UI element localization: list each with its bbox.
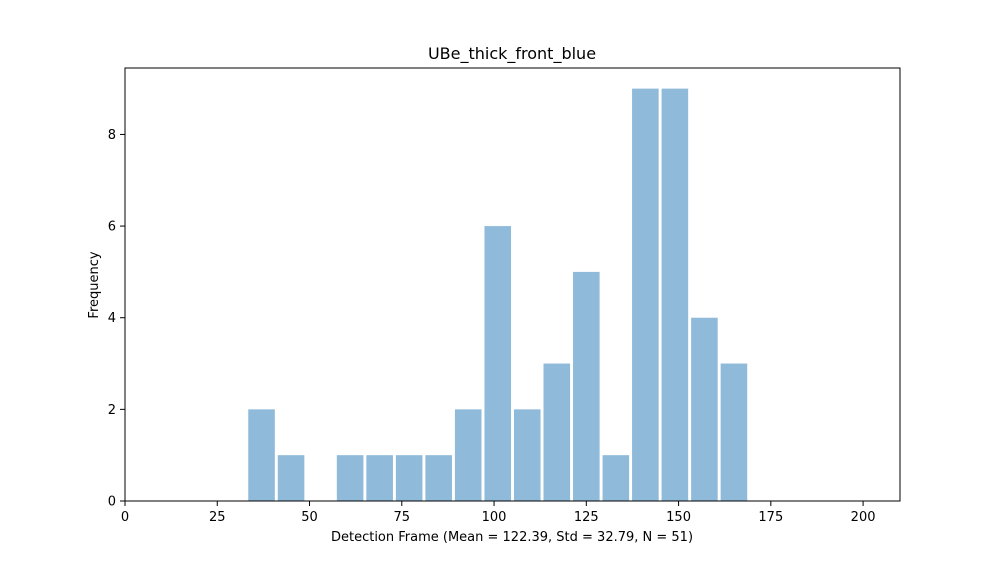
histogram-bar-1	[277, 455, 305, 501]
histogram-bar-16	[720, 363, 748, 501]
x-tick-label: 0	[121, 510, 129, 525]
x-axis-label: Detection Frame (Mean = 122.39, Std = 32…	[331, 530, 693, 545]
bars-group	[248, 88, 748, 502]
x-tick-label: 75	[394, 510, 411, 525]
histogram-bar-4	[366, 455, 393, 501]
y-tick-label: 2	[108, 403, 116, 418]
histogram-bar-7	[454, 409, 482, 501]
x-tick-label: 200	[851, 510, 876, 525]
histogram-bar-3	[336, 455, 364, 501]
y-axis: 0 2 4 6 8	[108, 128, 125, 510]
histogram-bar-13	[632, 88, 659, 501]
x-tick-label: 175	[758, 510, 783, 525]
y-tick-label: 6	[108, 220, 116, 235]
x-tick-label: 100	[482, 510, 507, 525]
y-tick-label: 4	[108, 311, 116, 326]
histogram-bar-5	[395, 455, 423, 501]
y-tick-label: 0	[108, 495, 116, 510]
x-tick-label: 50	[301, 510, 318, 525]
histogram-bar-12	[602, 455, 630, 501]
y-axis-label: Frequency	[87, 251, 102, 318]
histogram-bar-0	[248, 409, 275, 501]
y-tick-label: 8	[108, 128, 116, 143]
chart-title: UBe_thick_front_blue	[428, 44, 596, 64]
x-tick-label: 150	[666, 510, 691, 525]
x-tick-label: 25	[209, 510, 226, 525]
histogram-bar-11	[573, 271, 600, 501]
histogram-bar-14	[661, 88, 689, 501]
x-axis: 0 25 50 75 100 125 150 175 200	[121, 501, 876, 525]
histogram-bar-8	[484, 226, 512, 502]
histogram-bar-9	[513, 409, 541, 501]
histogram-bar-10	[543, 363, 571, 501]
x-tick-label: 125	[574, 510, 599, 525]
plot-frame	[124, 67, 901, 502]
histogram-bar-15	[691, 317, 718, 501]
histogram-bar-6	[425, 455, 452, 501]
